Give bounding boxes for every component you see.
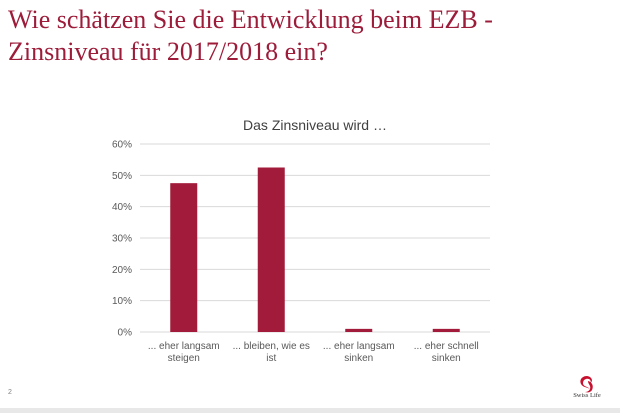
slide-title-line-2: Zinsniveau für 2017/2018 ein? [8, 37, 328, 66]
logo-mark-icon [580, 376, 593, 393]
y-tick-label: 0% [118, 328, 133, 339]
y-tick-label: 50% [112, 171, 132, 182]
y-tick-label: 10% [112, 296, 132, 307]
bar [345, 328, 373, 332]
x-tick-label: ... eher langsam sinken [323, 341, 395, 364]
bottom-strip [0, 408, 620, 413]
page-number: 2 [8, 389, 12, 396]
bar [170, 183, 198, 332]
x-axis-ticks: ... eher langsam steigen ... bleiben, wie … [148, 341, 479, 364]
swiss-life-logo: Swiss Life [566, 374, 608, 406]
y-tick-label: 30% [112, 234, 132, 245]
y-tick-label: 40% [112, 202, 132, 213]
chart-title: Das Zinsniveau wird … [243, 117, 387, 133]
y-tick-label: 60% [112, 140, 132, 151]
bar [432, 328, 460, 332]
x-tick-label: ... bleiben, wie es ist [233, 341, 310, 364]
logo-text: Swiss Life [573, 392, 601, 399]
bars [170, 167, 460, 332]
slide-title: Wie schätzen Sie die Entwicklung beim EZ… [8, 4, 608, 68]
x-tick-label: ... eher schnell sinken [414, 341, 479, 364]
x-tick-label: ... eher langsam steigen [148, 341, 220, 364]
gridlines [140, 143, 490, 333]
y-axis-ticks: 0% 10% 20% 30% 40% 50% 60% [112, 140, 132, 339]
bar [257, 167, 285, 332]
y-tick-label: 20% [112, 265, 132, 276]
slide-title-line-1: Wie schätzen Sie die Entwicklung beim EZ… [8, 5, 493, 34]
